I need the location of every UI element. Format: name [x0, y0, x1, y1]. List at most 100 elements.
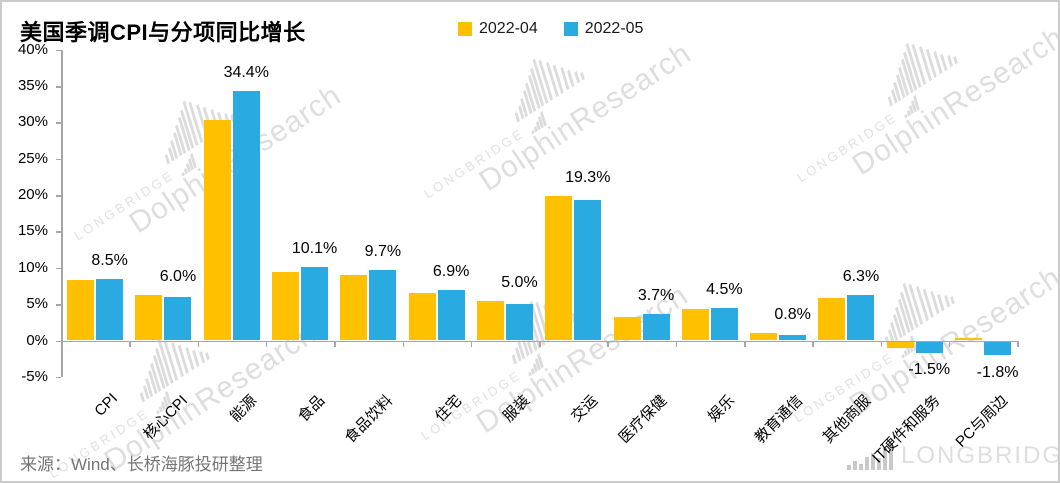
legend-label-2022-05: 2022-05	[584, 20, 644, 37]
legend-item-2022-05: 2022-05	[563, 20, 644, 38]
legend-swatch-2022-04-icon	[458, 22, 472, 36]
bar-2022-05	[505, 304, 533, 341]
y-axis-tick-label: 0%	[26, 331, 48, 349]
longbridge-logo-text: LONGBRIDGE	[901, 442, 1058, 469]
bar-2022-05	[710, 307, 738, 341]
bar-2022-04	[408, 293, 436, 341]
bar-2022-04	[340, 275, 368, 341]
y-axis-tick-label: 35%	[17, 77, 48, 95]
bar-2022-04	[203, 120, 231, 341]
bar-value-label: -1.8%	[976, 363, 1019, 381]
y-axis-tick-label: 40%	[17, 40, 48, 58]
x-axis-tick	[334, 340, 336, 347]
x-axis-tick	[470, 340, 473, 347]
x-axis-category-label: 能源	[226, 392, 260, 426]
x-axis-category-label: 其他商服	[820, 392, 875, 447]
x-axis-category-label: 娱乐	[704, 392, 739, 426]
y-axis-tick-label: -5%	[21, 367, 48, 385]
legend-label-2022-04: 2022-04	[479, 20, 538, 37]
bar-2022-05	[574, 200, 602, 341]
y-axis-tick	[56, 304, 61, 306]
y-axis-tick	[56, 122, 61, 124]
x-axis-category-label: 交运	[568, 392, 602, 426]
x-axis-tick	[1017, 340, 1019, 347]
bar-2022-05	[437, 290, 465, 341]
x-axis-tick	[265, 340, 268, 347]
y-axis-tick	[56, 49, 61, 52]
x-axis-tick	[744, 340, 746, 347]
x-axis-tick	[948, 340, 951, 347]
bar-value-label: 5.0%	[501, 274, 538, 292]
bar-2022-05	[847, 294, 875, 341]
x-axis-category-label: 教育通信	[751, 392, 807, 447]
y-axis-line	[61, 49, 63, 377]
bar-2022-04	[135, 295, 163, 341]
bar-value-label: 8.5%	[91, 251, 128, 269]
bar-value-label: 10.1%	[291, 240, 338, 258]
x-axis-category-label: 住宅	[431, 392, 465, 426]
bar-2022-04	[955, 338, 983, 341]
bar-2022-04	[272, 272, 300, 341]
bar-2022-05	[984, 342, 1012, 356]
longbridge-bars-icon	[847, 444, 893, 470]
bar-2022-05	[779, 334, 807, 341]
longbridge-logo: LONGBRIDGE	[847, 442, 1058, 470]
x-axis-tick	[880, 340, 883, 347]
bar-2022-05	[915, 342, 943, 353]
bar-2022-05	[164, 296, 192, 341]
chart-legend: 2022-04 2022-05	[458, 20, 643, 38]
y-axis-tick	[56, 195, 61, 197]
x-axis-category-label: 核心CPI	[140, 392, 192, 444]
bar-2022-05	[232, 90, 260, 341]
x-axis-category-label: 服装	[499, 392, 534, 426]
bar-2022-04	[613, 317, 641, 341]
x-axis-category-label: IT硬件和服务	[868, 392, 944, 467]
y-axis-tick-label: 25%	[17, 149, 48, 167]
y-axis-tick	[56, 158, 61, 161]
chart-title: 美国季调CPI与分项同比增长	[20, 20, 306, 45]
bar-value-label: 3.7%	[637, 286, 675, 304]
bar-2022-05	[642, 313, 670, 341]
y-axis-tick-label: 15%	[17, 222, 48, 240]
bar-value-label: 4.5%	[706, 280, 743, 298]
bar-2022-04	[545, 195, 573, 341]
bar-value-label: 6.3%	[842, 267, 880, 285]
bar-value-label: 6.0%	[159, 268, 197, 286]
bar-value-label: -1.5%	[908, 361, 951, 379]
x-axis-category-label: CPI	[91, 390, 122, 420]
x-axis-tick	[129, 340, 131, 347]
bar-2022-05	[96, 278, 124, 341]
y-axis-tick	[56, 376, 61, 379]
x-axis-tick	[539, 340, 541, 347]
bar-value-label: 34.4%	[223, 63, 269, 81]
x-axis-tick	[675, 340, 678, 347]
legend-item-2022-04: 2022-04	[458, 20, 538, 38]
bar-value-label: 9.7%	[364, 243, 402, 260]
x-axis-tick	[61, 340, 63, 347]
x-axis-tick	[197, 340, 200, 347]
bar-value-label: 0.8%	[774, 305, 811, 323]
x-axis-tick	[402, 340, 404, 347]
bar-2022-04	[681, 309, 709, 341]
legend-swatch-2022-05-icon	[563, 22, 578, 36]
bar-2022-04	[67, 280, 95, 341]
bar-2022-04	[818, 298, 846, 341]
x-axis-category-label: 食品饮料	[342, 392, 397, 447]
bar-2022-04	[886, 342, 914, 348]
bar-2022-04	[476, 301, 504, 341]
bar-value-label: 6.9%	[432, 263, 470, 281]
bar-2022-04	[750, 332, 778, 341]
y-axis-tick-label: 10%	[17, 258, 48, 276]
x-axis-category-label: 食品	[294, 392, 329, 426]
bar-2022-05	[369, 270, 397, 341]
x-axis-tick	[607, 340, 609, 347]
x-axis-category-label: 医疗保健	[615, 392, 670, 447]
x-axis-tick	[812, 340, 814, 347]
y-axis-tick	[56, 86, 61, 88]
y-axis-tick	[56, 340, 61, 342]
y-axis-tick-label: 20%	[17, 186, 48, 204]
y-axis-tick	[56, 267, 61, 270]
source-note: 来源：Wind、长桥海豚投研整理	[20, 455, 263, 474]
